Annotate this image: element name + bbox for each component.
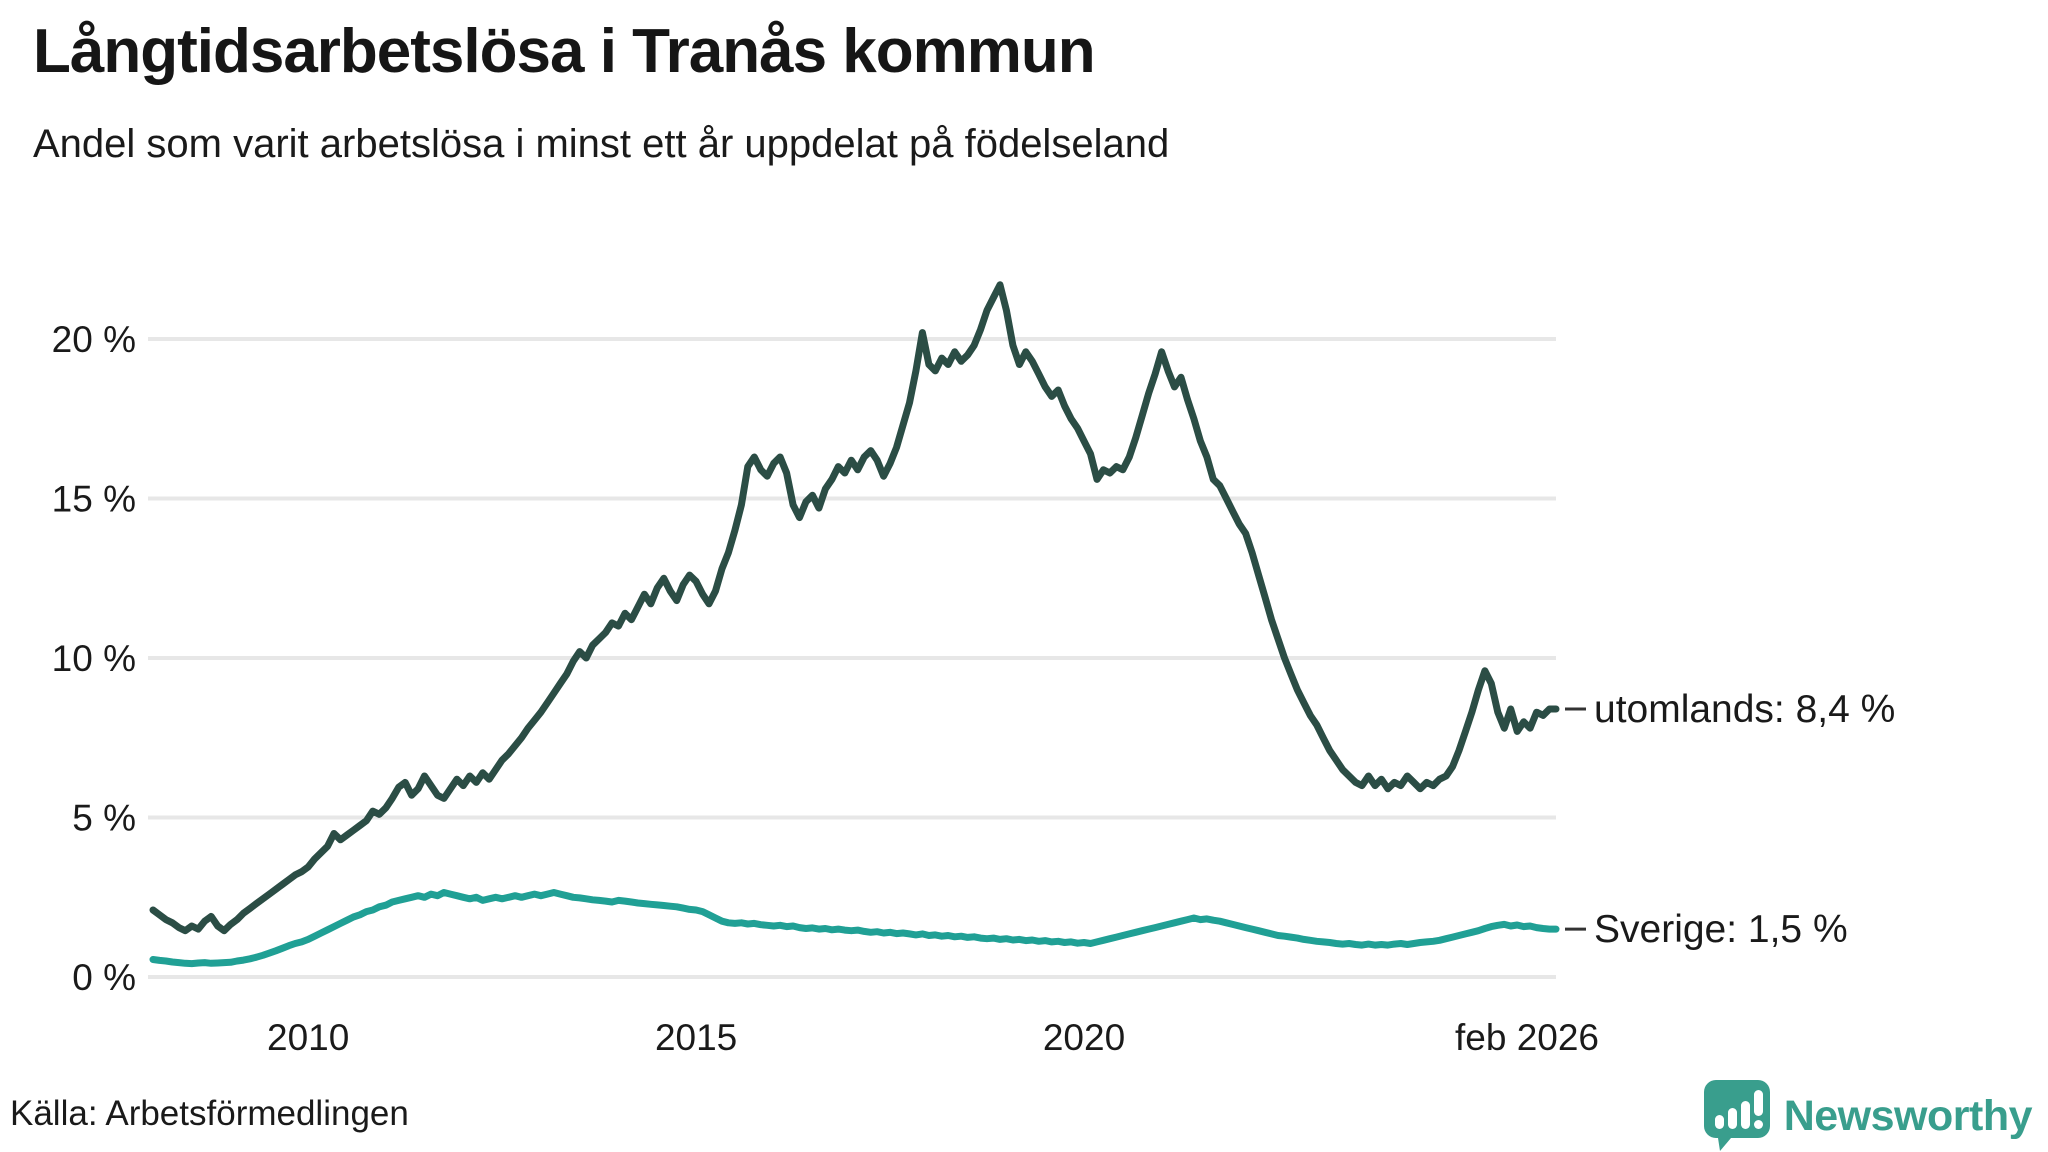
y-tick-label-5: 5 % xyxy=(72,798,136,839)
x-tick-label-feb-2026: feb 2026 xyxy=(1455,1017,1599,1058)
x-tick-label-2015: 2015 xyxy=(655,1017,737,1058)
series-line-utomlands xyxy=(149,281,1560,935)
series-line-Sverige xyxy=(149,889,1560,968)
source-note: Källa: Arbetsförmedlingen xyxy=(10,1094,409,1133)
series-label-utomlands: utomlands: 8,4 % xyxy=(1594,688,1895,731)
newsworthy-logo: Newsworthy xyxy=(1703,1080,2033,1152)
logo-exclamation-bar xyxy=(1753,1090,1763,1116)
y-tick-label-20: 20 % xyxy=(52,319,136,360)
series-label-Sverige: Sverige: 1,5 % xyxy=(1594,908,1848,951)
logo-bar-1 xyxy=(1714,1115,1724,1129)
logo-bar-3 xyxy=(1740,1101,1750,1129)
y-tick-label-0: 0 % xyxy=(72,957,136,998)
logo-bar-2 xyxy=(1727,1108,1737,1129)
newsworthy-logo-icon xyxy=(1703,1080,1770,1151)
logo-exclamation-dot xyxy=(1753,1120,1763,1129)
x-tick-label-2010: 2010 xyxy=(267,1017,349,1058)
chart-subtitle: Andel som varit arbetslösa i minst ett å… xyxy=(33,122,1170,166)
newsworthy-logo-text: Newsworthy xyxy=(1783,1091,2033,1140)
y-tick-label-15: 15 % xyxy=(52,479,136,520)
x-tick-label-2020: 2020 xyxy=(1043,1017,1125,1058)
page-title: Långtidsarbetslösa i Tranås kommun xyxy=(33,17,1096,86)
y-tick-label-10: 10 % xyxy=(52,638,136,679)
